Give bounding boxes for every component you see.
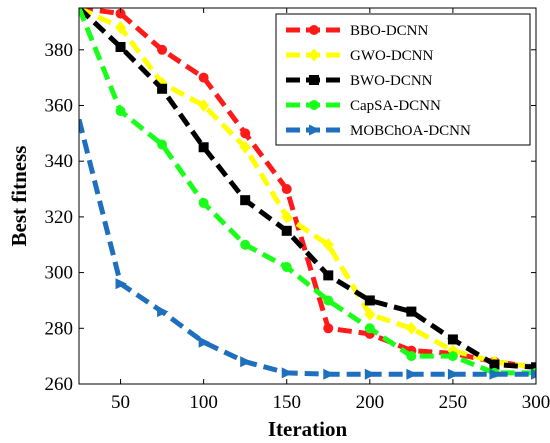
x-tick-label: 300 [522,392,550,413]
y-axis-title: Best fitness [7,146,31,247]
data-point [531,362,536,373]
data-point [198,142,209,153]
series-line [79,8,536,370]
y-tick-label: 320 [45,207,74,228]
y-tick-label: 360 [45,95,74,116]
legend-label: GWO-DCNN [350,48,433,64]
data-point [239,140,251,154]
x-tick-label: 250 [439,392,468,413]
data-point [281,262,292,273]
data-point [240,239,251,250]
x-axis-title: Iteration [268,417,348,441]
data-point [406,351,417,362]
series-MOBChOA-DCNN [79,118,536,380]
data-point [322,238,334,252]
y-tick-label: 280 [45,318,74,339]
legend-marker [309,100,319,110]
y-tick-label: 260 [45,374,74,395]
data-point [157,83,168,94]
data-point [281,210,293,224]
legend-item: BBO-DCNN [286,23,429,39]
plot-area-frame [78,7,537,385]
data-point [364,307,376,321]
data-point [406,306,417,317]
data-point [447,351,458,362]
data-point [447,334,458,345]
data-point [198,197,209,208]
data-point [364,323,375,334]
y-tick-label: 340 [45,151,74,172]
series-line [79,118,536,377]
series-BWO-DCNN [79,8,536,373]
data-point [489,368,501,380]
data-point [115,20,127,34]
data-point [323,295,334,306]
legend: BBO-DCNN GWO-DCNN BWO-DCNN CapSA-DCNN MOBChO… [275,13,531,146]
y-tick-label: 380 [45,40,74,61]
axes-layer: 50 100 150 200 250 300 260 280 300 320 340 360 380 [45,8,550,413]
data-point [240,128,251,139]
series-line [79,8,536,370]
data-point [157,139,168,150]
series-CapSA-DCNN [79,8,536,378]
series-layer [79,8,536,380]
legend-item: MOBChOA-DCNN [286,123,471,139]
data-point [323,323,334,334]
data-point [115,41,126,52]
x-tick-label: 100 [189,392,218,413]
data-point [115,8,126,19]
y-tick-label: 300 [45,263,74,284]
legend-label: BBO-DCNN [350,23,429,39]
x-tick-label: 50 [111,392,130,413]
data-point [115,106,126,117]
data-point [531,368,536,380]
data-point [323,270,334,281]
data-point [406,368,418,380]
legend-label: CapSA-DCNN [350,98,441,114]
data-point [364,368,377,380]
legend-item: CapSA-DCNN [286,98,441,114]
x-tick-label: 200 [356,392,385,413]
data-point [281,367,294,379]
legend-marker [309,75,319,85]
data-point [281,225,292,236]
data-point [157,44,168,55]
legend-label: MOBChOA-DCNN [350,123,471,139]
data-point [198,336,211,348]
data-point [405,321,417,335]
legend-marker [308,48,320,62]
data-point [115,278,128,290]
legend-item: GWO-DCNN [286,48,433,64]
data-point [281,184,292,195]
data-point [489,359,500,370]
data-point [323,368,335,380]
x-tick-label: 150 [272,392,301,413]
data-point [157,306,169,318]
data-point [240,356,252,368]
data-point [240,195,251,206]
legend-marker [309,124,321,136]
data-point [364,295,375,306]
data-point [198,98,210,112]
legend-label: BWO-DCNN [350,73,433,89]
legend-marker [309,25,319,35]
legend-item: BWO-DCNN [286,73,433,89]
series-line [79,8,536,376]
data-point [198,72,209,83]
series-line [79,8,536,370]
data-point [447,368,460,380]
